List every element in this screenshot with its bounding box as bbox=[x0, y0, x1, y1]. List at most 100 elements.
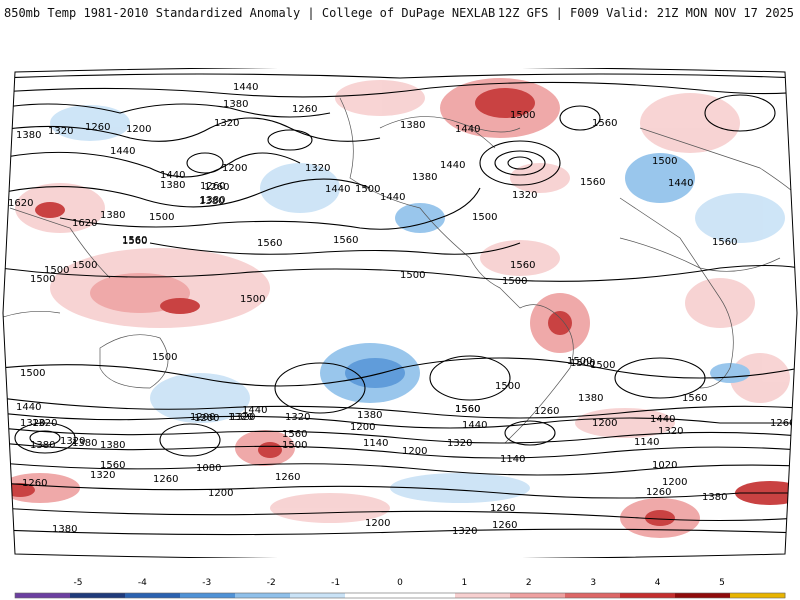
anomaly-shading bbox=[3, 78, 797, 538]
contour-label: 1380 bbox=[412, 172, 437, 183]
contour-label: 1500 bbox=[502, 276, 527, 287]
contour-label: 1200 bbox=[208, 488, 233, 499]
colorbar-segment bbox=[565, 593, 621, 598]
colorbar-segment bbox=[125, 593, 181, 598]
colorbar-tick-label: -3 bbox=[202, 578, 211, 588]
colorbar-tick-label: 2 bbox=[526, 578, 532, 588]
colorbar-segment bbox=[180, 593, 236, 598]
colorbar-outline bbox=[14, 592, 786, 599]
contour-label: 1560 bbox=[333, 235, 358, 246]
contour-label: 1380 bbox=[52, 524, 77, 535]
contour-label: 1260 bbox=[770, 418, 795, 429]
contour-label: 1320 bbox=[60, 436, 85, 447]
contour-label: 1200 bbox=[350, 422, 375, 433]
contour-label: 1380 bbox=[199, 196, 224, 207]
contour-label: 1500 bbox=[472, 212, 497, 223]
colorbar-tick-label: 4 bbox=[655, 578, 661, 588]
colorbar-tick-label: -5 bbox=[74, 578, 83, 588]
contour-label: 1200 bbox=[222, 163, 247, 174]
contour-label: 1380 bbox=[16, 130, 41, 141]
contour-label: 1440 bbox=[668, 178, 693, 189]
contour-label: 1080 bbox=[196, 463, 221, 474]
contour-label: 1440 bbox=[650, 414, 675, 425]
contour-label: 1200 bbox=[402, 446, 427, 457]
contour-label: 1440 bbox=[233, 82, 258, 93]
contour-label: 1320 bbox=[512, 190, 537, 201]
contour-label: 1200 bbox=[662, 477, 687, 488]
contour-label: 1560 bbox=[592, 118, 617, 129]
contour-label: 1620 bbox=[8, 198, 33, 209]
colorbar-segment bbox=[675, 593, 731, 598]
colorbar-tick-label: -4 bbox=[138, 578, 147, 588]
contour-label: 1500 bbox=[149, 212, 174, 223]
contour-label: 1500 bbox=[30, 274, 55, 285]
contour-label: 1560 bbox=[455, 404, 480, 415]
contour-label: 1260 bbox=[275, 472, 300, 483]
contour-label: 1260 bbox=[492, 520, 517, 531]
contour-label: 1560 bbox=[682, 393, 707, 404]
colorbar-tick-label: 3 bbox=[590, 578, 596, 588]
coastlines bbox=[3, 97, 797, 444]
contour-label: 1500 bbox=[355, 184, 380, 195]
contour-label: 1380 bbox=[357, 410, 382, 421]
contour-label: 1320 bbox=[32, 418, 57, 429]
contour-label: 1260 bbox=[85, 122, 110, 133]
contour-label: 1200 bbox=[194, 413, 219, 424]
height-contours bbox=[3, 73, 797, 536]
colorbar-segment bbox=[15, 593, 71, 598]
contour-label: 1320 bbox=[230, 412, 255, 423]
colorbar-segment bbox=[70, 593, 126, 598]
model-run-info: 12Z GFS | F009 Valid: 21Z MON NOV 17 202… bbox=[497, 6, 794, 20]
contour-label: 1560 bbox=[455, 404, 480, 415]
contour-label: 1500 bbox=[20, 368, 45, 379]
contour-label: 1320 bbox=[90, 470, 115, 481]
contour-label: 1320 bbox=[228, 412, 253, 423]
map-border bbox=[2, 68, 798, 558]
colorbar-segment bbox=[455, 593, 511, 598]
contour-label: 1380 bbox=[160, 180, 185, 191]
contour-label: 1440 bbox=[462, 420, 487, 431]
contour-label: 1320 bbox=[48, 126, 73, 137]
contour-label: 1440 bbox=[242, 405, 267, 416]
colorbar-segment bbox=[345, 593, 401, 598]
contour-label: 1500 bbox=[400, 270, 425, 281]
contour-label: 1560 bbox=[100, 460, 125, 471]
contour-label: 1260 bbox=[204, 182, 229, 193]
contour-label: 1440 bbox=[455, 124, 480, 135]
contour-label: 1560 bbox=[122, 235, 147, 246]
contour-label: 1320 bbox=[305, 163, 330, 174]
contour-label: 1560 bbox=[712, 237, 737, 248]
anomaly-map: 1440 1380 1320 1260 1200 1260 1320 1380 … bbox=[2, 68, 798, 558]
contour-label: 1500 bbox=[567, 356, 592, 367]
contour-label: 1320 bbox=[214, 118, 239, 129]
contour-label: 1200 bbox=[126, 124, 151, 135]
contour-label: 1320 bbox=[20, 418, 45, 429]
contour-label: 1560 bbox=[580, 177, 605, 188]
colorbar-tick-label: -2 bbox=[267, 578, 276, 588]
colorbar-segment bbox=[235, 593, 291, 598]
contour-label: 1320 bbox=[452, 526, 477, 537]
contour-label: 1440 bbox=[440, 160, 465, 171]
contour-label: 1440 bbox=[16, 402, 41, 413]
contour-label: 1260 bbox=[534, 406, 559, 417]
contour-label: 1440 bbox=[325, 184, 350, 195]
colorbar-segment bbox=[400, 593, 456, 598]
contour-labels: 1440 1380 1320 1260 1200 1260 1320 1380 … bbox=[8, 82, 795, 537]
contour-label: 1440 bbox=[110, 146, 135, 157]
contour-label: 1500 bbox=[152, 352, 177, 363]
colorbar-tick-label: 0 bbox=[397, 578, 403, 588]
contour-label: 1440 bbox=[380, 192, 405, 203]
colorbar-segment bbox=[730, 593, 786, 598]
contour-label: 1380 bbox=[72, 438, 97, 449]
contour-label: 1260 bbox=[153, 474, 178, 485]
contour-label: 1380 bbox=[400, 120, 425, 131]
contour-label: 1500 bbox=[590, 360, 615, 371]
contour-label: 1500 bbox=[282, 440, 307, 451]
contour-label: 1260 bbox=[200, 181, 225, 192]
contour-label: 1260 bbox=[490, 503, 515, 514]
contour-label: 1500 bbox=[44, 265, 69, 276]
contour-label: 1500 bbox=[652, 156, 677, 167]
contour-label: 1320 bbox=[285, 412, 310, 423]
contour-label: 1380 bbox=[100, 210, 125, 221]
contour-label: 1380 bbox=[578, 393, 603, 404]
